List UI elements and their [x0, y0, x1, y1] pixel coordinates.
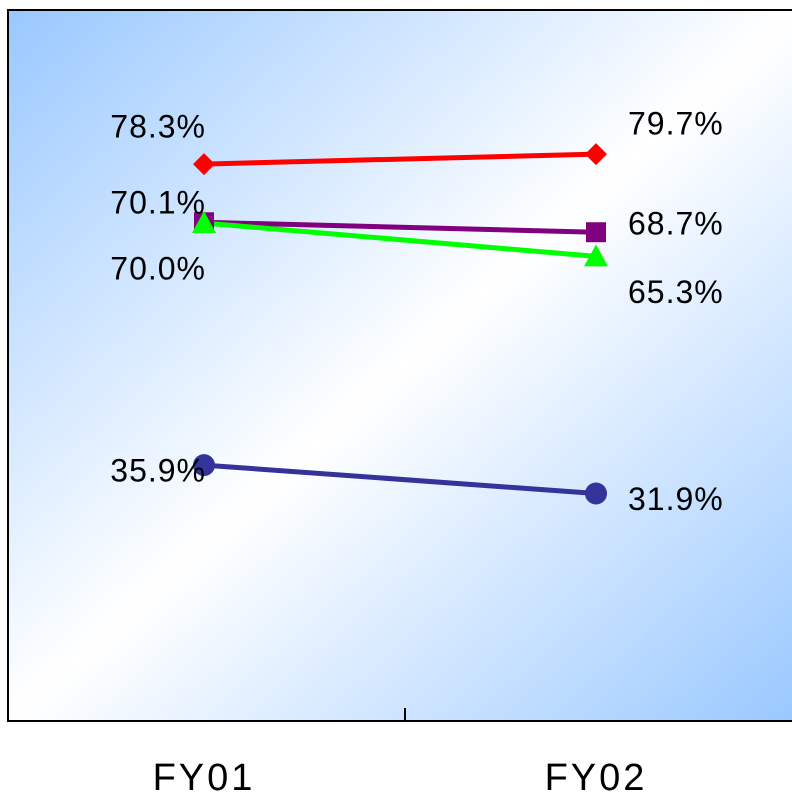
marker: [585, 143, 607, 166]
plot-area: [7, 9, 792, 722]
series-line: [203, 219, 597, 235]
data-label: 78.3%: [110, 109, 206, 145]
x-tick-label: FY01: [153, 757, 256, 799]
series-line: [203, 462, 597, 497]
data-label: 65.3%: [628, 274, 724, 310]
data-label: 31.9%: [628, 481, 724, 517]
marker: [193, 454, 215, 477]
marker: [192, 211, 216, 233]
data-label: 70.0%: [110, 250, 206, 286]
series-line: [203, 151, 597, 167]
marker: [585, 482, 607, 505]
data-label: 70.1%: [110, 185, 206, 221]
marker: [193, 153, 215, 176]
x-tick-label: FY02: [545, 757, 648, 799]
data-label: 35.9%: [110, 453, 206, 489]
series-line: [203, 220, 597, 259]
data-label: 68.7%: [628, 206, 724, 242]
data-label: 79.7%: [628, 106, 724, 142]
marker: [584, 244, 608, 267]
marker: [586, 222, 606, 243]
